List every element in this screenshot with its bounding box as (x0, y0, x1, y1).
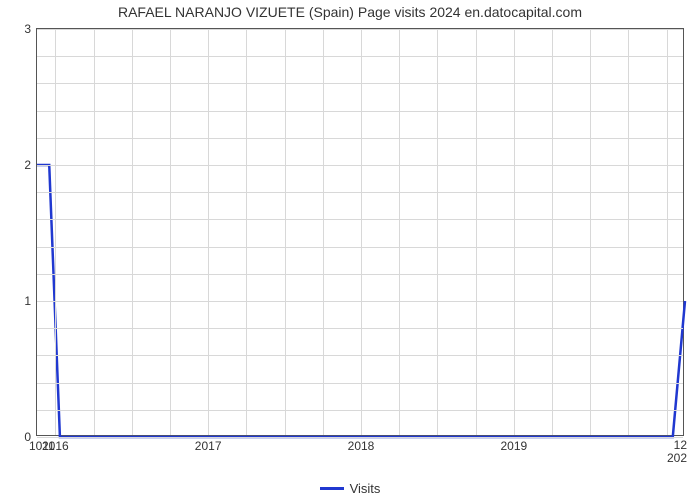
gridline-horizontal (37, 83, 683, 84)
chart-title: RAFAEL NARANJO VIZUETE (Spain) Page visi… (0, 4, 700, 20)
gridline-horizontal (37, 301, 683, 302)
gridline-vertical (514, 29, 515, 435)
x-axis-tick-label: 2019 (500, 435, 527, 453)
gridline-vertical (246, 29, 247, 435)
gridline-horizontal (37, 383, 683, 384)
gridline-horizontal (37, 219, 683, 220)
gridline-vertical (170, 29, 171, 435)
gridline-horizontal (37, 355, 683, 356)
x-axis-tick-label: 2017 (195, 435, 222, 453)
plot-area: 01232016201720182019101112202 (36, 28, 684, 436)
gridline-vertical (361, 29, 362, 435)
chart-container: { "chart": { "type": "line", "title": "R… (0, 0, 700, 500)
x-axis-tick-label: 2018 (348, 435, 375, 453)
gridline-horizontal (37, 138, 683, 139)
legend: Visits (0, 481, 700, 496)
y-axis-tick-label: 3 (24, 22, 37, 36)
y-axis-tick-label: 1 (24, 294, 37, 308)
gridline-horizontal (37, 274, 683, 275)
gridline-vertical (628, 29, 629, 435)
y-axis-tick-label: 2 (24, 158, 37, 172)
gridline-vertical (476, 29, 477, 435)
gridline-vertical (399, 29, 400, 435)
gridline-vertical (323, 29, 324, 435)
gridline-horizontal (37, 56, 683, 57)
legend-swatch (320, 487, 344, 490)
gridline-vertical (132, 29, 133, 435)
gridline-vertical (667, 29, 668, 435)
gridline-vertical (285, 29, 286, 435)
gridline-horizontal (37, 328, 683, 329)
gridline-vertical (437, 29, 438, 435)
gridline-horizontal (37, 111, 683, 112)
gridline-horizontal (37, 29, 683, 30)
gridline-horizontal (37, 247, 683, 248)
gridline-vertical (94, 29, 95, 435)
x-axis-extra-label-left: 1011 (29, 435, 55, 453)
gridline-vertical (208, 29, 209, 435)
gridline-horizontal (37, 165, 683, 166)
gridline-horizontal (37, 410, 683, 411)
gridline-vertical (590, 29, 591, 435)
gridline-vertical (552, 29, 553, 435)
gridline-vertical (55, 29, 56, 435)
x-axis-extra-label-right: 12202 (667, 435, 687, 464)
gridline-horizontal (37, 192, 683, 193)
legend-label: Visits (350, 481, 381, 496)
